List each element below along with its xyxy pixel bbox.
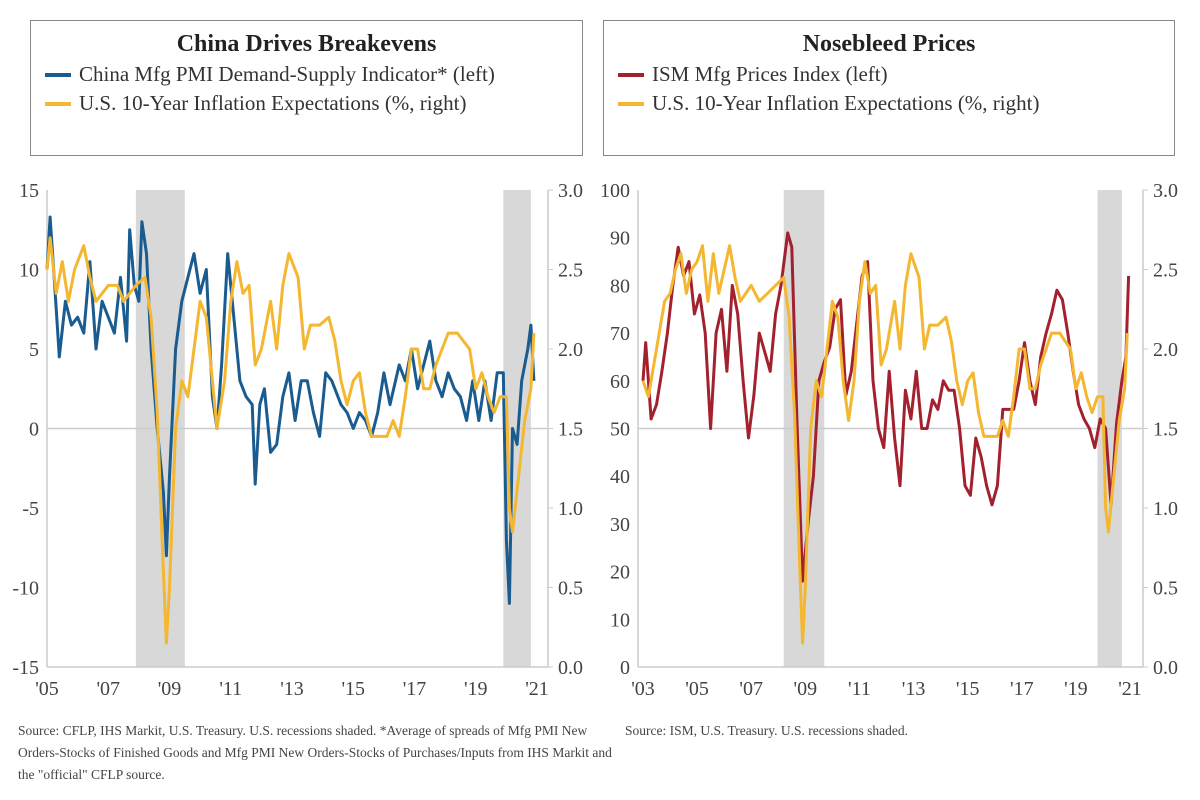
x-tick-label: '09 xyxy=(794,678,818,700)
x-tick-label: '19 xyxy=(464,678,488,700)
left-chart-header: China Drives Breakevens China Mfg PMI De… xyxy=(30,20,583,156)
right-y-tick-label: 3.0 xyxy=(558,180,583,202)
legend-label: U.S. 10-Year Inflation Expectations (%, … xyxy=(652,91,1040,115)
legend-item-ism-prices: ISM Mfg Prices Index (left) xyxy=(618,62,1174,87)
left-y-tick-label: 10 xyxy=(19,260,39,282)
left-chart-source: Source: CFLP, IHS Markit, U.S. Treasury.… xyxy=(18,723,612,782)
x-tick-label: '07 xyxy=(96,678,120,700)
left-y-tick-label: 20 xyxy=(610,562,630,584)
left-y-tick-label: 90 xyxy=(610,228,630,250)
left-y-tick-label: 0 xyxy=(620,657,630,679)
x-tick-label: '11 xyxy=(219,678,242,700)
x-tick-label: '05 xyxy=(35,678,59,700)
left-y-tick-label: 0 xyxy=(29,419,39,441)
x-tick-label: '03 xyxy=(631,678,655,700)
left-chart: 15 10 5 0 -5 -10 -15 3.0 2.5 2.0 1.5 1.0 0.5 0.0 '05 '0… xyxy=(12,180,583,700)
series-line-yellow xyxy=(641,244,1129,645)
left-y-tick-label: -15 xyxy=(12,657,39,679)
right-y-tick-label: 0.5 xyxy=(558,578,583,600)
legend-label: ISM Mfg Prices Index (left) xyxy=(652,62,888,86)
legend-swatch-yellow xyxy=(45,101,71,106)
series-line-yellow xyxy=(45,236,536,645)
x-tick-label: '07 xyxy=(739,678,763,700)
right-y-tick-label: 0.5 xyxy=(1153,578,1178,600)
x-tick-label: '21 xyxy=(525,678,549,700)
left-y-tick-label: 100 xyxy=(600,180,630,202)
left-y-tick-label: -5 xyxy=(22,498,39,520)
left-y-tick-label: 80 xyxy=(610,275,630,297)
right-y-tick-label: 2.5 xyxy=(1153,260,1178,282)
left-y-tick-label: 50 xyxy=(610,419,630,441)
x-tick-label: '17 xyxy=(1010,678,1034,700)
legend-swatch-red xyxy=(618,72,644,77)
right-y-tick-label: 0.0 xyxy=(558,657,583,679)
right-chart-header: Nosebleed Prices ISM Mfg Prices Index (l… xyxy=(603,20,1175,156)
legend-item-china-pmi: China Mfg PMI Demand-Supply Indicator* (… xyxy=(45,62,582,87)
x-tick-label: '21 xyxy=(1118,678,1142,700)
left-y-tick-label: 5 xyxy=(29,339,39,361)
right-y-tick-label: 2.0 xyxy=(558,339,583,361)
right-y-tick-label: 1.0 xyxy=(558,498,583,520)
right-y-tick-label: 3.0 xyxy=(1153,180,1178,202)
right-chart-title: Nosebleed Prices xyxy=(802,31,976,57)
right-chart-source: Source: ISM, U.S. Treasury. U.S. recessi… xyxy=(625,723,908,738)
left-y-tick-label: 30 xyxy=(610,514,630,536)
legend-swatch-blue xyxy=(45,72,71,77)
x-tick-label: '15 xyxy=(956,678,980,700)
x-tick-label: '09 xyxy=(158,678,182,700)
left-y-tick-label: -10 xyxy=(12,578,39,600)
right-y-tick-label: 1.0 xyxy=(1153,498,1178,520)
legend-item-inflation: U.S. 10-Year Inflation Expectations (%, … xyxy=(618,91,1174,116)
right-y-tick-label: 1.5 xyxy=(558,419,583,441)
legend-swatch-yellow xyxy=(618,101,644,106)
x-tick-label: '17 xyxy=(403,678,427,700)
right-chart: 10090807060504030201003.02.52.01.51.00.5… xyxy=(600,180,1178,700)
x-tick-label: '15 xyxy=(341,678,365,700)
legend-item-inflation: U.S. 10-Year Inflation Expectations (%, … xyxy=(45,91,582,116)
right-y-tick-label: 0.0 xyxy=(1153,657,1178,679)
left-y-tick-label: 60 xyxy=(610,371,630,393)
x-tick-label: '19 xyxy=(1064,678,1088,700)
legend-label: China Mfg PMI Demand-Supply Indicator* (… xyxy=(79,62,495,86)
left-y-tick-label: 70 xyxy=(610,323,630,345)
legend-label: U.S. 10-Year Inflation Expectations (%, … xyxy=(79,91,467,115)
x-tick-label: '05 xyxy=(685,678,709,700)
series-line-blue xyxy=(45,215,536,605)
left-y-tick-label: 10 xyxy=(610,609,630,631)
x-tick-label: '13 xyxy=(280,678,304,700)
right-y-tick-label: 1.5 xyxy=(1153,419,1178,441)
left-chart-title: China Drives Breakevens xyxy=(176,31,437,57)
x-tick-label: '13 xyxy=(902,678,926,700)
x-tick-label: '11 xyxy=(848,678,871,700)
right-y-tick-label: 2.0 xyxy=(1153,339,1178,361)
left-y-tick-label: 40 xyxy=(610,466,630,488)
series-line-red xyxy=(641,231,1131,583)
right-y-tick-label: 2.5 xyxy=(558,260,583,282)
left-y-tick-label: 15 xyxy=(19,180,39,202)
